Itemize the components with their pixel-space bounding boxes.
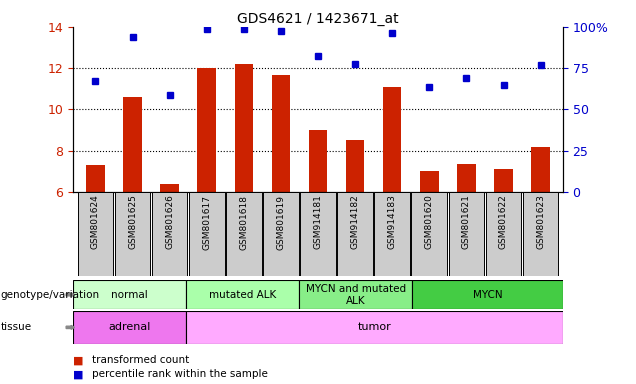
Text: GSM801617: GSM801617 [202, 195, 211, 250]
Bar [411, 192, 447, 276]
Bar [299, 280, 412, 309]
Text: GSM914182: GSM914182 [350, 195, 359, 249]
Text: percentile rank within the sample: percentile rank within the sample [92, 369, 268, 379]
Text: GSM801619: GSM801619 [277, 195, 286, 250]
Bar [197, 68, 216, 192]
Text: adrenal: adrenal [109, 322, 151, 333]
Bar [263, 192, 299, 276]
Bar [383, 87, 401, 192]
Bar [186, 280, 299, 309]
Bar [448, 192, 484, 276]
Text: MYCN and mutated
ALK: MYCN and mutated ALK [306, 284, 406, 306]
Text: GSM801622: GSM801622 [499, 195, 508, 249]
Bar [186, 311, 563, 344]
Bar [375, 192, 410, 276]
Text: GSM801618: GSM801618 [239, 195, 248, 250]
Bar [494, 169, 513, 192]
Bar [226, 192, 261, 276]
Text: transformed count: transformed count [92, 355, 190, 365]
Text: mutated ALK: mutated ALK [209, 290, 276, 300]
Bar [160, 184, 179, 192]
Bar [86, 165, 105, 192]
Text: tissue: tissue [1, 322, 32, 333]
Bar [412, 280, 563, 309]
Bar [78, 192, 113, 276]
Text: tumor: tumor [357, 322, 391, 333]
Text: GSM914181: GSM914181 [314, 195, 322, 250]
Bar [486, 192, 522, 276]
Text: GSM801626: GSM801626 [165, 195, 174, 250]
Bar [73, 311, 186, 344]
Text: GSM801621: GSM801621 [462, 195, 471, 250]
Text: GSM801625: GSM801625 [128, 195, 137, 250]
Bar [73, 280, 186, 309]
Bar [346, 141, 364, 192]
Bar [114, 192, 150, 276]
Bar [420, 171, 439, 192]
Text: GSM914183: GSM914183 [388, 195, 397, 250]
Text: genotype/variation: genotype/variation [1, 290, 100, 300]
Bar [272, 75, 290, 192]
Bar [308, 130, 328, 192]
Text: GSM801620: GSM801620 [425, 195, 434, 250]
Bar [523, 192, 558, 276]
Text: MYCN: MYCN [473, 290, 502, 300]
Bar [337, 192, 373, 276]
Text: GSM801623: GSM801623 [536, 195, 545, 250]
Text: ■: ■ [73, 369, 84, 379]
Title: GDS4621 / 1423671_at: GDS4621 / 1423671_at [237, 12, 399, 26]
Bar [531, 147, 550, 192]
Bar [457, 164, 476, 192]
Bar [300, 192, 336, 276]
Bar [152, 192, 188, 276]
Bar [123, 97, 142, 192]
Text: normal: normal [111, 290, 148, 300]
Bar [189, 192, 225, 276]
Bar [235, 64, 253, 192]
Text: ■: ■ [73, 355, 84, 365]
Text: GSM801624: GSM801624 [91, 195, 100, 249]
